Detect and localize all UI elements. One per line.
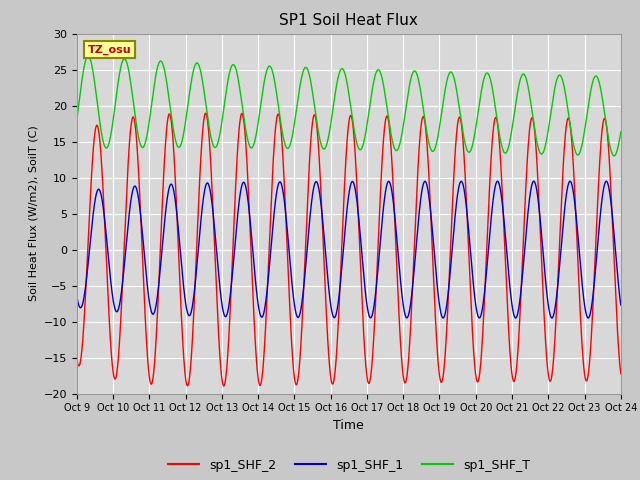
sp1_SHF_2	[324, 332, 332, 337]
sp1_SHF_1	[100, 216, 108, 221]
Line: sp1_SHF_2: sp1_SHF_2	[77, 113, 621, 386]
sp1_SHF_1	[602, 180, 609, 185]
sp1_SHF_2	[100, 217, 108, 223]
sp1_SHF_1	[73, 293, 81, 299]
Line: sp1_SHF_T: sp1_SHF_T	[77, 56, 621, 156]
sp1_SHF_2	[502, 266, 509, 272]
sp1_SHF_2	[602, 118, 609, 123]
sp1_SHF_T	[610, 153, 618, 159]
sp1_SHF_2	[338, 241, 346, 247]
sp1_SHF_2	[202, 110, 209, 116]
Title: SP1 Soil Heat Flux: SP1 Soil Heat Flux	[280, 13, 418, 28]
sp1_SHF_T	[84, 53, 92, 59]
sp1_SHF_T	[338, 66, 346, 72]
sp1_SHF_T	[617, 129, 625, 135]
sp1_SHF_T	[73, 117, 81, 123]
sp1_SHF_T	[323, 140, 331, 146]
sp1_SHF_2	[220, 383, 228, 389]
X-axis label: Time: Time	[333, 419, 364, 432]
sp1_SHF_1	[602, 179, 610, 184]
sp1_SHF_T	[602, 115, 609, 121]
sp1_SHF_1	[584, 315, 592, 321]
sp1_SHF_1	[601, 180, 609, 186]
sp1_SHF_1	[617, 302, 625, 308]
sp1_SHF_T	[502, 150, 509, 156]
Line: sp1_SHF_1: sp1_SHF_1	[77, 181, 621, 318]
sp1_SHF_2	[73, 356, 81, 361]
sp1_SHF_1	[337, 270, 345, 276]
Legend: sp1_SHF_2, sp1_SHF_1, sp1_SHF_T: sp1_SHF_2, sp1_SHF_1, sp1_SHF_T	[163, 454, 535, 477]
sp1_SHF_1	[501, 230, 509, 236]
sp1_SHF_T	[101, 144, 109, 149]
Y-axis label: Soil Heat Flux (W/m2), SoilT (C): Soil Heat Flux (W/m2), SoilT (C)	[28, 126, 38, 301]
sp1_SHF_1	[323, 266, 331, 272]
sp1_SHF_2	[602, 117, 609, 122]
Text: TZ_osu: TZ_osu	[88, 44, 131, 55]
sp1_SHF_T	[601, 113, 609, 119]
sp1_SHF_2	[617, 371, 625, 376]
